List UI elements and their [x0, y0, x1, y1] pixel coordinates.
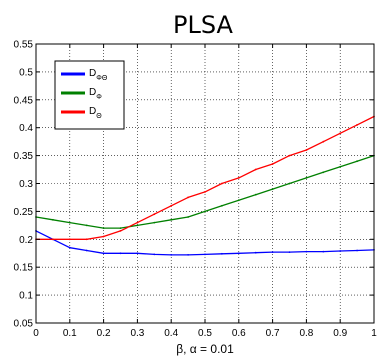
- series-point-2: [288, 154, 291, 157]
- series-point-0: [271, 251, 274, 254]
- x-tick-label: 0.6: [232, 328, 246, 339]
- series-point-2: [119, 230, 122, 232]
- series-point-1: [136, 224, 139, 227]
- series-point-2: [356, 124, 358, 126]
- x-tick-label: 0: [33, 328, 39, 339]
- series-point-1: [339, 165, 342, 168]
- series-point-0: [305, 250, 308, 253]
- series-point-1: [85, 224, 88, 227]
- series-point-0: [322, 250, 325, 253]
- series-point-0: [187, 254, 190, 256]
- legend-name: D: [89, 68, 96, 79]
- legend-label: DΘ: [89, 106, 102, 120]
- y-tick-label: 0.5: [19, 67, 33, 78]
- series-point-1: [119, 227, 122, 230]
- series-point-0: [102, 252, 105, 255]
- x-tick-label: 0.1: [63, 328, 77, 339]
- y-tick-label: 0.55: [14, 40, 34, 51]
- x-tick-label: 0.7: [266, 328, 280, 339]
- y-tick-label: 0.3: [19, 179, 33, 190]
- series-point-2: [254, 168, 257, 171]
- series-point-1: [153, 221, 156, 224]
- series-point-2: [52, 238, 54, 241]
- series-point-1: [271, 188, 274, 191]
- x-tick-label: 0.8: [299, 328, 313, 339]
- series-point-0: [68, 246, 71, 249]
- series-point-2: [305, 149, 308, 151]
- series-point-0: [254, 251, 257, 254]
- series-point-2: [102, 235, 105, 238]
- series-point-1: [68, 221, 71, 224]
- series-point-0: [356, 249, 358, 252]
- y-tick-label: 0.4: [19, 123, 33, 134]
- y-tick-label: 0.35: [14, 151, 34, 162]
- legend-box: [54, 60, 125, 130]
- chart-title: PLSA: [173, 11, 234, 39]
- series-point-0: [221, 252, 223, 255]
- legend-subscript: ΦΘ: [96, 75, 108, 82]
- x-tick-label: 1: [371, 328, 377, 339]
- series-point-1: [204, 210, 206, 213]
- y-tick-label: 0.2: [19, 235, 33, 246]
- series-point-1: [187, 216, 190, 218]
- series-point-2: [153, 213, 156, 216]
- series-point-1: [305, 177, 308, 179]
- x-tick-label: 0.5: [198, 328, 212, 339]
- series-point-1: [288, 182, 291, 185]
- y-tick-label: 0.05: [14, 319, 34, 330]
- series-point-2: [68, 238, 71, 241]
- series-point-2: [339, 132, 342, 135]
- y-tick-label: 0.15: [14, 263, 34, 274]
- y-tick-label: 0.1: [19, 291, 33, 302]
- series-point-1: [237, 199, 240, 202]
- x-tick-label: 0.2: [97, 328, 111, 339]
- series-point-1: [322, 171, 325, 174]
- series-point-0: [288, 251, 291, 254]
- series-point-0: [204, 253, 206, 256]
- series-point-2: [221, 182, 223, 185]
- legend-label: DΦ: [89, 87, 102, 101]
- series-point-2: [136, 221, 139, 224]
- series-layer: [35, 115, 375, 256]
- series-point-2: [237, 177, 240, 179]
- series-point-1: [356, 160, 358, 163]
- series-point-0: [136, 252, 139, 255]
- x-axis-label: β, α = 0.01: [176, 342, 234, 356]
- legend-subscript: Φ: [96, 94, 102, 101]
- series-point-2: [187, 196, 190, 199]
- series-point-2: [85, 238, 88, 241]
- y-tick-label: 0.25: [14, 207, 34, 218]
- axes: 0 0.1 0.2 0.3 0.4 0.5 0.6 0.7 0.8 0.9 1 0.05 0.1 0.15…: [14, 40, 378, 340]
- series-point-2: [322, 140, 325, 143]
- series-point-2: [204, 191, 206, 193]
- series-point-0: [85, 249, 88, 252]
- series-point-0: [170, 254, 173, 256]
- series-point-1: [254, 193, 257, 196]
- series-point-2: [170, 204, 173, 207]
- x-tick-label: 0.9: [333, 328, 347, 339]
- series-point-0: [119, 252, 122, 255]
- series-point-2: [271, 163, 274, 165]
- series-point-1: [221, 204, 223, 207]
- x-tick-label: 0.4: [164, 328, 178, 339]
- legend-subscript: Θ: [96, 113, 102, 120]
- y-tick-label: 0.45: [14, 95, 34, 106]
- series-point-0: [153, 253, 156, 256]
- series-point-1: [170, 218, 173, 221]
- legend-label: DΦΘ: [89, 68, 108, 82]
- series-point-1: [52, 218, 54, 221]
- series-point-1: [102, 227, 105, 230]
- x-tick-label: 0.3: [130, 328, 144, 339]
- series-point-0: [339, 250, 342, 252]
- legend-name: D: [89, 106, 96, 117]
- legend-name: D: [89, 87, 96, 98]
- series-point-0: [237, 252, 240, 255]
